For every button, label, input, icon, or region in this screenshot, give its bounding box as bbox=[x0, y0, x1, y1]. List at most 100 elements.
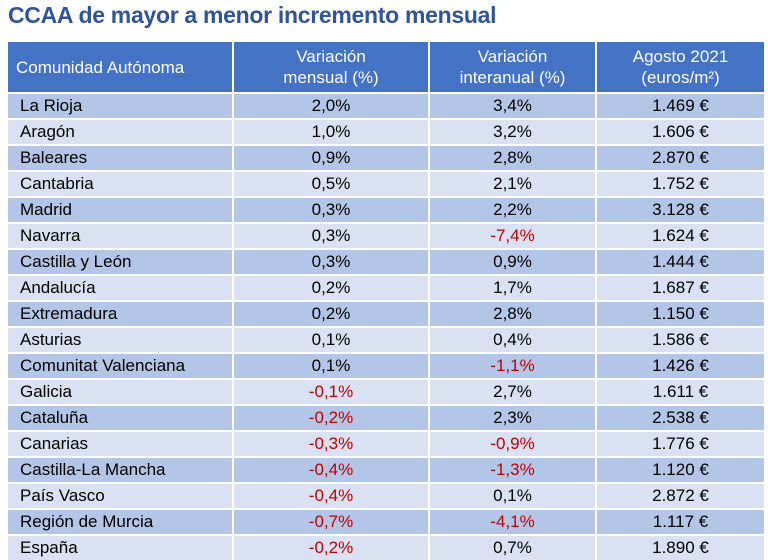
cell-precio: 1.776 € bbox=[597, 430, 764, 456]
cell-precio: 1.586 € bbox=[597, 326, 764, 352]
cell-variacion-mensual: 0,3% bbox=[234, 248, 430, 274]
cell-variacion-mensual: 0,5% bbox=[234, 170, 430, 196]
cell-precio: 1.117 € bbox=[597, 508, 764, 534]
cell-comunidad: Región de Murcia bbox=[8, 508, 234, 534]
cell-comunidad: Comunitat Valenciana bbox=[8, 352, 234, 378]
table-row: Cataluña -0,2% 2,3% 2.538 € bbox=[8, 404, 764, 430]
header-line: interanual (%) bbox=[459, 68, 566, 87]
cell-precio: 1.469 € bbox=[597, 92, 764, 118]
cell-comunidad: La Rioja bbox=[8, 92, 234, 118]
table-row: Madrid 0,3% 2,2% 3.128 € bbox=[8, 196, 764, 222]
header-row: Comunidad Autónoma Variación mensual (%)… bbox=[8, 42, 764, 92]
cell-variacion-interanual: 2,3% bbox=[430, 404, 597, 430]
cell-comunidad: Aragón bbox=[8, 118, 234, 144]
cell-variacion-mensual: 0,1% bbox=[234, 326, 430, 352]
cell-comunidad: País Vasco bbox=[8, 482, 234, 508]
cell-variacion-mensual: -0,1% bbox=[234, 378, 430, 404]
cell-precio: 1.624 € bbox=[597, 222, 764, 248]
table-row: Asturias 0,1% 0,4% 1.586 € bbox=[8, 326, 764, 352]
cell-variacion-mensual: 0,2% bbox=[234, 300, 430, 326]
cell-variacion-interanual: 2,8% bbox=[430, 300, 597, 326]
cell-variacion-mensual: -0,3% bbox=[234, 430, 430, 456]
cell-precio: 2.538 € bbox=[597, 404, 764, 430]
cell-precio: 1.752 € bbox=[597, 170, 764, 196]
table-body: La Rioja 2,0% 3,4% 1.469 € Aragón 1,0% 3,2% 1.6… bbox=[8, 92, 764, 560]
cell-comunidad: Cataluña bbox=[8, 404, 234, 430]
table-row: Baleares 0,9% 2,8% 2.870 € bbox=[8, 144, 764, 170]
cell-precio: 1.687 € bbox=[597, 274, 764, 300]
cell-variacion-interanual: -1,1% bbox=[430, 352, 597, 378]
cell-comunidad: Madrid bbox=[8, 196, 234, 222]
cell-precio: 1.611 € bbox=[597, 378, 764, 404]
cell-variacion-interanual: 1,7% bbox=[430, 274, 597, 300]
table-row: Aragón 1,0% 3,2% 1.606 € bbox=[8, 118, 764, 144]
cell-variacion-interanual: 2,7% bbox=[430, 378, 597, 404]
table-row: Andalucía 0,2% 1,7% 1.687 € bbox=[8, 274, 764, 300]
cell-comunidad: Castilla-La Mancha bbox=[8, 456, 234, 482]
cell-variacion-mensual: -0,2% bbox=[234, 534, 430, 560]
cell-variacion-interanual: 3,4% bbox=[430, 92, 597, 118]
header-precio-agosto: Agosto 2021 (euros/m²) bbox=[597, 42, 764, 92]
cell-variacion-interanual: 3,2% bbox=[430, 118, 597, 144]
cell-comunidad: Asturias bbox=[8, 326, 234, 352]
cell-variacion-interanual: -4,1% bbox=[430, 508, 597, 534]
cell-variacion-mensual: 0,3% bbox=[234, 196, 430, 222]
cell-precio: 3.128 € bbox=[597, 196, 764, 222]
cell-precio: 1.120 € bbox=[597, 456, 764, 482]
cell-variacion-interanual: 2,8% bbox=[430, 144, 597, 170]
table-row: Galicia -0,1% 2,7% 1.611 € bbox=[8, 378, 764, 404]
cell-precio: 1.444 € bbox=[597, 248, 764, 274]
cell-precio: 1.426 € bbox=[597, 352, 764, 378]
cell-comunidad: España bbox=[8, 534, 234, 560]
header-variacion-mensual: Variación mensual (%) bbox=[234, 42, 430, 92]
header-variacion-interanual: Variación interanual (%) bbox=[430, 42, 597, 92]
table-row: Navarra 0,3% -7,4% 1.624 € bbox=[8, 222, 764, 248]
cell-variacion-mensual: 0,2% bbox=[234, 274, 430, 300]
cell-comunidad: Galicia bbox=[8, 378, 234, 404]
page-title: CCAA de mayor a menor incremento mensual bbox=[8, 2, 497, 28]
cell-variacion-interanual: 0,4% bbox=[430, 326, 597, 352]
cell-comunidad: Castilla y León bbox=[8, 248, 234, 274]
cell-comunidad: Extremadura bbox=[8, 300, 234, 326]
cell-comunidad: Andalucía bbox=[8, 274, 234, 300]
cell-variacion-mensual: -0,4% bbox=[234, 456, 430, 482]
table-row: España -0,2% 0,7% 1.890 € bbox=[8, 534, 764, 560]
cell-variacion-mensual: 1,0% bbox=[234, 118, 430, 144]
cell-variacion-mensual: -0,7% bbox=[234, 508, 430, 534]
header-line: Agosto 2021 bbox=[632, 47, 729, 66]
cell-variacion-interanual: -1,3% bbox=[430, 456, 597, 482]
cell-variacion-mensual: 0,3% bbox=[234, 222, 430, 248]
table-row: Extremadura 0,2% 2,8% 1.150 € bbox=[8, 300, 764, 326]
cell-comunidad: Canarias bbox=[8, 430, 234, 456]
cell-variacion-interanual: -7,4% bbox=[430, 222, 597, 248]
cell-variacion-interanual: 0,9% bbox=[430, 248, 597, 274]
cell-variacion-mensual: -0,2% bbox=[234, 404, 430, 430]
table-row: Región de Murcia -0,7% -4,1% 1.117 € bbox=[8, 508, 764, 534]
cell-variacion-mensual: 2,0% bbox=[234, 92, 430, 118]
cell-variacion-interanual: 0,1% bbox=[430, 482, 597, 508]
price-table: Comunidad Autónoma Variación mensual (%)… bbox=[8, 42, 764, 560]
table-row: Castilla y León 0,3% 0,9% 1.444 € bbox=[8, 248, 764, 274]
cell-comunidad: Cantabria bbox=[8, 170, 234, 196]
header-comunidad: Comunidad Autónoma bbox=[8, 42, 234, 92]
header-line: Variación bbox=[477, 47, 548, 66]
header-comunidad-label: Comunidad Autónoma bbox=[16, 57, 185, 77]
cell-precio: 2.872 € bbox=[597, 482, 764, 508]
table-row: Comunitat Valenciana 0,1% -1,1% 1.426 € bbox=[8, 352, 764, 378]
cell-precio: 1.890 € bbox=[597, 534, 764, 560]
cell-variacion-interanual: 0,7% bbox=[430, 534, 597, 560]
table-row: Canarias -0,3% -0,9% 1.776 € bbox=[8, 430, 764, 456]
cell-precio: 1.150 € bbox=[597, 300, 764, 326]
cell-precio: 2.870 € bbox=[597, 144, 764, 170]
cell-variacion-interanual: -0,9% bbox=[430, 430, 597, 456]
header-line: (euros/m²) bbox=[641, 68, 720, 87]
cell-variacion-mensual: 0,1% bbox=[234, 352, 430, 378]
cell-variacion-mensual: -0,4% bbox=[234, 482, 430, 508]
table-row: País Vasco -0,4% 0,1% 2.872 € bbox=[8, 482, 764, 508]
header-line: Variación bbox=[296, 47, 366, 66]
cell-variacion-interanual: 2,1% bbox=[430, 170, 597, 196]
table-row: La Rioja 2,0% 3,4% 1.469 € bbox=[8, 92, 764, 118]
table-row: Cantabria 0,5% 2,1% 1.752 € bbox=[8, 170, 764, 196]
header-line: mensual (%) bbox=[283, 68, 379, 87]
cell-comunidad: Navarra bbox=[8, 222, 234, 248]
